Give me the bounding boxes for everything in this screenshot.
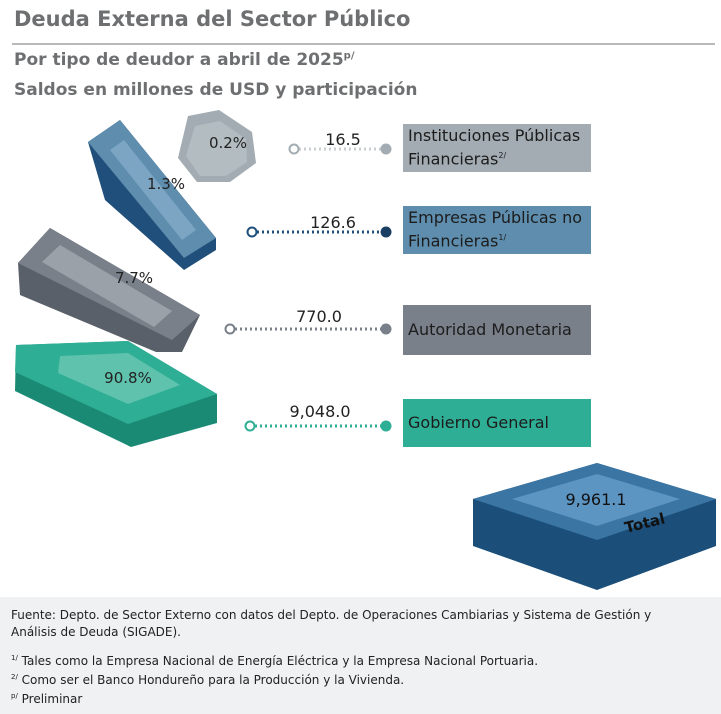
label-empresas-sup: 1/ <box>498 233 507 243</box>
connector-autoridad: 770.0 <box>224 307 392 335</box>
label-empresas-name: Empresas Públicas no Financieras <box>408 208 582 251</box>
value-gobierno: 9,048.0 <box>289 402 350 421</box>
block-empresas: 1.3% <box>88 120 216 270</box>
share-gobierno: 90.8% <box>104 369 152 387</box>
footnote-2-text: Como ser el Banco Hondureño para la Prod… <box>21 673 405 687</box>
footer <box>0 597 721 714</box>
value-autoridad: 770.0 <box>296 307 342 326</box>
footnote-2: 2/ Como ser el Banco Hondureño para la P… <box>11 669 404 689</box>
block-instituciones: 0.2% <box>178 110 256 182</box>
connector-instituciones-start <box>288 143 300 155</box>
block-empresas-face <box>110 140 196 240</box>
footnote-3: p/ Preliminar <box>11 688 82 708</box>
chart-title: Deuda Externa del Sector Público <box>14 7 411 31</box>
label-instituciones-text: Instituciones Públicas Financieras2/ <box>408 126 591 169</box>
subtitle-period-sup: p/ <box>343 50 355 62</box>
value-instituciones: 16.5 <box>325 130 361 149</box>
block-autoridad: 7.7% <box>18 228 200 352</box>
connector-empresas: 126.6 <box>246 213 392 238</box>
footnote-2-mark: 2/ <box>11 673 18 681</box>
connector-gobierno: 9,048.0 <box>244 402 392 432</box>
value-total: 9,961.1 <box>565 490 626 509</box>
block-total-face <box>512 474 680 526</box>
connector-empresas-start <box>246 226 258 238</box>
footnote-1: 1/ Tales como la Empresa Nacional de Ene… <box>11 650 538 670</box>
footnote-1-mark: 1/ <box>11 654 18 662</box>
chart-subtitle-period: Por tipo de deudor a abril de 2025p/ <box>14 50 354 70</box>
footnote-1-text: Tales como la Empresa Nacional de Energí… <box>21 654 539 668</box>
footnote-3-mark: p/ <box>11 692 18 700</box>
label-empresas-text: Empresas Públicas no Financieras1/ <box>408 208 591 251</box>
block-gobierno: 90.8% <box>15 341 217 447</box>
connector-instituciones-end <box>380 143 392 155</box>
connector-autoridad-end <box>380 323 392 335</box>
label-gobierno: Gobierno General <box>403 399 591 447</box>
label-empresas: Empresas Públicas no Financieras1/ <box>403 206 591 254</box>
connector-empresas-end <box>380 226 392 238</box>
source-line-1: Fuente: Depto. de Sector Externo con dat… <box>11 608 652 622</box>
connector-gobierno-end <box>380 420 392 432</box>
value-empresas: 126.6 <box>310 213 356 232</box>
source-line-2: Análisis de Deuda (SIGADE). <box>11 625 181 639</box>
block-instituciones-face <box>186 121 247 176</box>
block-gobierno-face <box>58 353 180 404</box>
footnote-3-text: Preliminar <box>21 692 83 706</box>
label-autoridad: Autoridad Monetaria <box>403 305 591 355</box>
debt-infographic: 0.2% 1.3% 7.7% 90.8% 16.5 126.6 77 <box>15 110 716 590</box>
block-autoridad-face <box>42 245 172 327</box>
connector-instituciones: 16.5 <box>288 130 392 155</box>
label-gobierno-name: Gobierno General <box>408 413 549 432</box>
connector-autoridad-start <box>224 323 236 335</box>
label-instituciones: Instituciones Públicas Financieras2/ <box>403 124 591 172</box>
connector-gobierno-start <box>244 420 256 432</box>
label-instituciones-sup: 2/ <box>498 151 507 161</box>
subtitle-period-text: Por tipo de deudor a abril de 2025 <box>14 50 344 70</box>
title-rule <box>12 43 715 45</box>
label-autoridad-name: Autoridad Monetaria <box>408 320 572 339</box>
label-instituciones-name: Instituciones Públicas Financieras <box>408 126 581 169</box>
chart-subtitle-units: Saldos en millones de USD y participació… <box>14 80 418 100</box>
share-empresas: 1.3% <box>147 175 185 193</box>
share-instituciones: 0.2% <box>209 134 247 152</box>
block-total: 9,961.1 Total <box>473 463 716 590</box>
share-autoridad: 7.7% <box>115 269 153 287</box>
